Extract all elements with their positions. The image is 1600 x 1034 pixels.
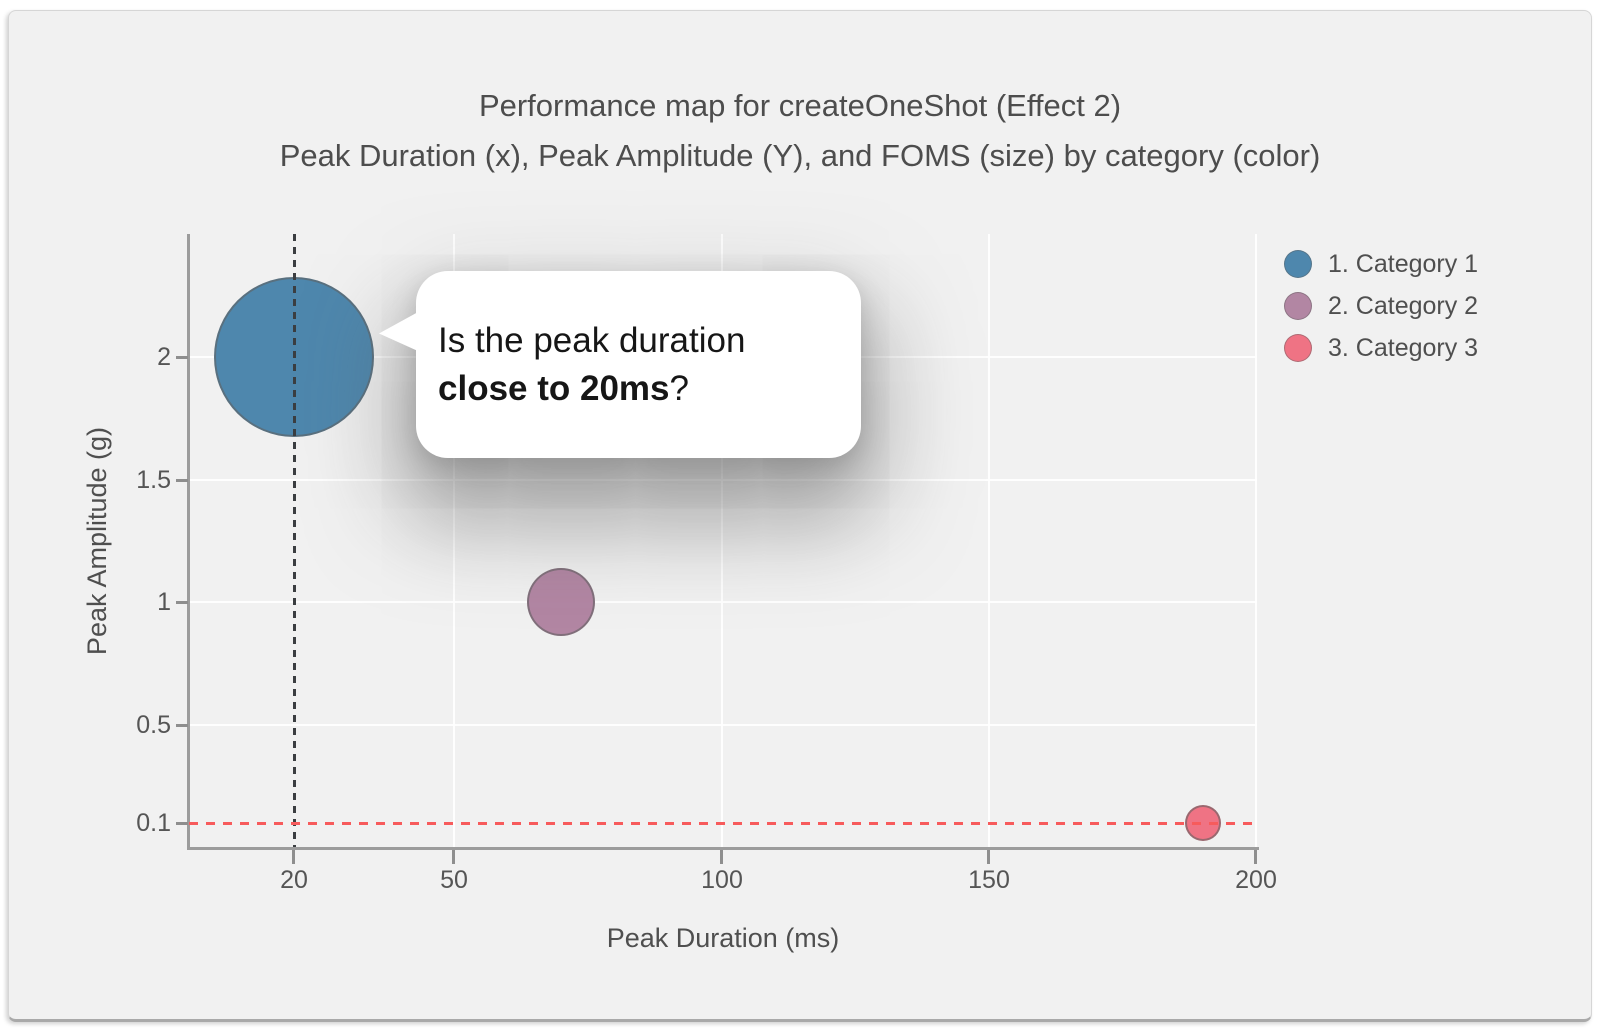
legend-swatch-category-3 <box>1284 334 1312 362</box>
x-tick-100 <box>720 850 723 864</box>
x-tick-150 <box>987 850 990 864</box>
gridline-x-50 <box>453 234 455 847</box>
gridline-x-100 <box>721 234 723 847</box>
chart-subtitle: Peak Duration (x), Peak Amplitude (Y), a… <box>279 138 1321 173</box>
chart-title-block: Performance map for createOneShot (Effec… <box>9 81 1591 181</box>
y-tick-label: 0.5 <box>136 711 171 739</box>
y-tick-1 <box>176 601 188 604</box>
legend-item-category-3[interactable]: 3. Category 3 <box>1284 334 1478 362</box>
tooltip-tail <box>379 306 429 356</box>
x-tick-label: 20 <box>280 866 308 894</box>
tooltip-bubble <box>416 271 861 458</box>
y-tick-2 <box>176 356 188 359</box>
legend-item-category-2[interactable]: 2. Category 2 <box>1284 292 1478 320</box>
tooltip-line-1: Is the peak duration <box>438 321 746 360</box>
legend: 1. Category 1 2. Category 2 3. Category … <box>1284 250 1478 376</box>
y-tick-label: 2 <box>157 343 171 371</box>
y-axis-line <box>187 234 190 850</box>
y-axis-title: Peak Amplitude (g) <box>82 426 112 656</box>
chart-panel: Performance map for createOneShot (Effec… <box>8 10 1592 1022</box>
y-tick-label: 0.1 <box>136 809 171 837</box>
legend-swatch-category-2 <box>1284 292 1312 320</box>
x-axis-title: Peak Duration (ms) <box>606 923 840 953</box>
y-tick-label: 1 <box>157 588 171 616</box>
y-tick-label: 1.5 <box>136 466 171 494</box>
x-tick-20 <box>292 850 295 864</box>
y-tick-0.1 <box>176 822 188 825</box>
gridline-x-150 <box>988 234 990 847</box>
x-tick-label: 100 <box>701 866 743 894</box>
y-tick-1.5 <box>176 479 188 482</box>
gridline-y-0.5 <box>189 724 1257 726</box>
tooltip-line-2: close to 20ms? <box>438 369 689 408</box>
x-tick-200 <box>1254 850 1257 864</box>
x-tick-label: 50 <box>440 866 468 894</box>
x-tick-label: 200 <box>1235 866 1277 894</box>
x-tick-50 <box>452 850 455 864</box>
legend-swatch-category-1 <box>1284 250 1312 278</box>
bubble-category-2[interactable] <box>527 568 595 636</box>
x-axis-line <box>187 847 1259 850</box>
gridline-y-1.5 <box>189 479 1257 481</box>
x-tick-label: 150 <box>968 866 1010 894</box>
reference-line-y-0.1g <box>189 822 1257 825</box>
legend-label: 1. Category 1 <box>1328 249 1479 278</box>
tooltip-text: Is the peak duration close to 20ms? <box>438 317 745 413</box>
legend-label: 2. Category 2 <box>1328 291 1479 320</box>
legend-label: 3. Category 3 <box>1328 333 1479 362</box>
chart-title: Performance map for createOneShot (Effec… <box>478 88 1122 123</box>
legend-item-category-1[interactable]: 1. Category 1 <box>1284 250 1478 278</box>
reference-line-x-20ms <box>293 234 296 847</box>
y-tick-0.5 <box>176 724 188 727</box>
gridline-y-1 <box>189 601 1257 603</box>
gridline-x-200 <box>1255 234 1257 847</box>
